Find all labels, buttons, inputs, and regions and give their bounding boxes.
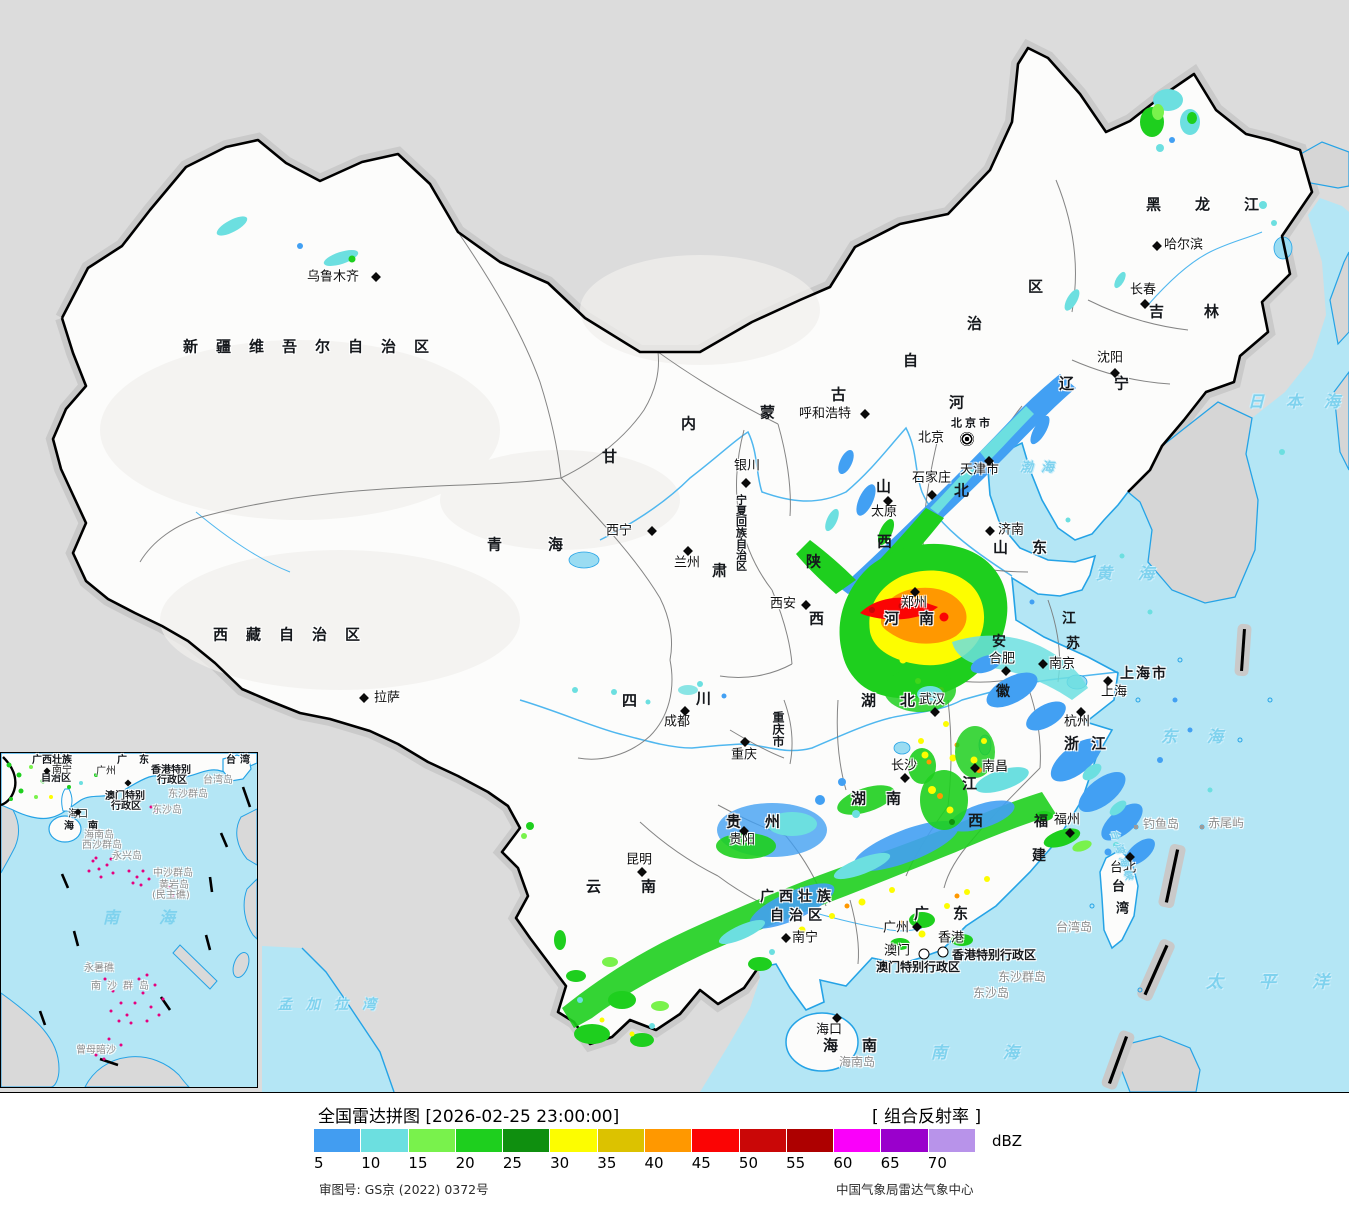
scale-cell-70 bbox=[928, 1129, 975, 1152]
scale-tick: 35 bbox=[597, 1154, 617, 1172]
inset-luzon bbox=[236, 808, 257, 866]
map-title: 全国雷达拼图 [2026-02-25 23:00:00] bbox=[318, 1107, 620, 1127]
scale-tick: 50 bbox=[738, 1154, 759, 1172]
inset-malay bbox=[1, 992, 60, 1087]
scale-cell-15 bbox=[408, 1129, 455, 1152]
scale-tick: 40 bbox=[644, 1154, 664, 1172]
inset-taiwan bbox=[222, 754, 252, 782]
scale-tick: 70 bbox=[927, 1154, 947, 1172]
scale-cell-50 bbox=[739, 1129, 786, 1152]
scale-cell-40 bbox=[644, 1129, 692, 1152]
scale-cell-25 bbox=[503, 1129, 550, 1152]
color-scale bbox=[314, 1129, 975, 1152]
credit-note: 中国气象局雷达气象中心 bbox=[836, 1182, 974, 1197]
legend-panel: 全国雷达拼图 [2026-02-25 23:00:00] [ 组合反射率 ] 5… bbox=[0, 1093, 1349, 1208]
scale-tick: 45 bbox=[691, 1154, 711, 1172]
inset-borneo bbox=[84, 1056, 190, 1087]
boundary-dash-line bbox=[1101, 623, 1252, 1090]
scale-tick: 60 bbox=[833, 1154, 853, 1172]
license-note: 审图号: GS京 (2022) 0372号 bbox=[319, 1182, 489, 1197]
inset-island-specks bbox=[87, 805, 175, 1061]
inset-map-south-china-sea bbox=[0, 752, 258, 1088]
terrain-shading bbox=[100, 255, 820, 690]
color-scale-ticks: 5 10 15 20 25 30 35 40 45 50 55 60 65 70 bbox=[314, 1154, 1014, 1174]
scale-tick: 15 bbox=[408, 1154, 428, 1172]
scale-tick: 20 bbox=[455, 1154, 475, 1172]
scale-cell-55 bbox=[786, 1129, 834, 1152]
scale-cell-20 bbox=[455, 1129, 503, 1152]
scale-cell-10 bbox=[361, 1129, 408, 1152]
product-label: [ 组合反射率 ] bbox=[872, 1107, 982, 1127]
china-landmass bbox=[53, 48, 1312, 1044]
scale-tick: 30 bbox=[550, 1154, 570, 1172]
hainan-island bbox=[785, 1012, 859, 1072]
inset-leizhou bbox=[61, 788, 73, 812]
inset-palawan bbox=[172, 944, 218, 990]
scale-cell-65 bbox=[881, 1129, 928, 1152]
scale-cell-35 bbox=[597, 1129, 644, 1152]
scale-tick: 65 bbox=[880, 1154, 900, 1172]
inset-hainan bbox=[48, 815, 82, 843]
inset-radar-speckles bbox=[6, 762, 98, 801]
korea-peninsula bbox=[1127, 401, 1259, 604]
radar-echo-layer bbox=[216, 89, 1285, 1047]
scale-cell-45 bbox=[692, 1129, 739, 1152]
scale-tick: 5 bbox=[314, 1154, 324, 1172]
inset-vietnam bbox=[1, 804, 20, 874]
ocean bbox=[262, 198, 1349, 1092]
map-canvas: 新疆维吾尔自治区 西藏自治区 青海内蒙古自治区甘肃宁夏回族自治区陕西山西河北山东 河南… bbox=[0, 0, 1349, 1093]
scale-cell-30 bbox=[550, 1129, 597, 1152]
scale-tick: 10 bbox=[361, 1154, 381, 1172]
scale-cell-5 bbox=[314, 1129, 361, 1152]
scale-tick: 55 bbox=[786, 1154, 806, 1172]
inset-map-graphic bbox=[1, 753, 257, 1087]
coastline bbox=[757, 441, 1129, 1011]
bay-of-bengal bbox=[262, 946, 394, 1092]
scale-tick: 25 bbox=[502, 1154, 522, 1172]
scale-cell-60 bbox=[834, 1129, 881, 1152]
unit-label: dBZ bbox=[992, 1132, 1023, 1150]
china-map bbox=[45, 38, 1349, 1092]
